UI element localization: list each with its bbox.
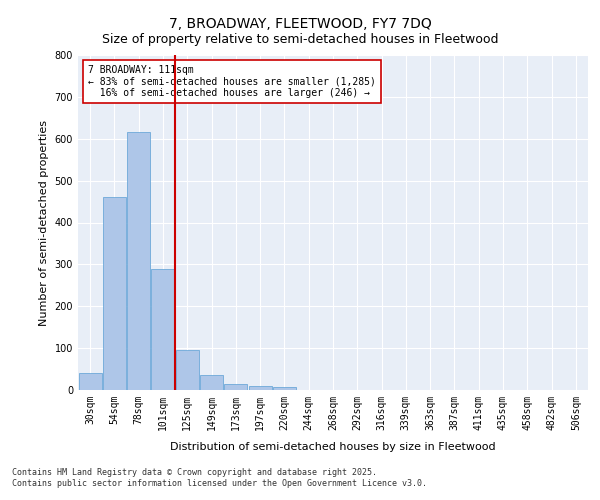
Bar	[273, 386, 296, 390]
Bar	[127, 132, 150, 390]
Bar	[151, 268, 175, 390]
Bar	[103, 198, 126, 390]
Bar	[200, 376, 223, 390]
Text: Distribution of semi-detached houses by size in Fleetwood: Distribution of semi-detached houses by …	[170, 442, 496, 452]
Bar	[248, 386, 272, 390]
Bar	[79, 373, 101, 390]
Text: 7, BROADWAY, FLEETWOOD, FY7 7DQ: 7, BROADWAY, FLEETWOOD, FY7 7DQ	[169, 18, 431, 32]
Text: Contains HM Land Registry data © Crown copyright and database right 2025.
Contai: Contains HM Land Registry data © Crown c…	[12, 468, 427, 487]
Bar	[176, 350, 199, 390]
Bar	[224, 384, 247, 390]
Text: Size of property relative to semi-detached houses in Fleetwood: Size of property relative to semi-detach…	[102, 32, 498, 46]
Text: 7 BROADWAY: 111sqm
← 83% of semi-detached houses are smaller (1,285)
  16% of se: 7 BROADWAY: 111sqm ← 83% of semi-detache…	[88, 65, 376, 98]
Y-axis label: Number of semi-detached properties: Number of semi-detached properties	[39, 120, 49, 326]
